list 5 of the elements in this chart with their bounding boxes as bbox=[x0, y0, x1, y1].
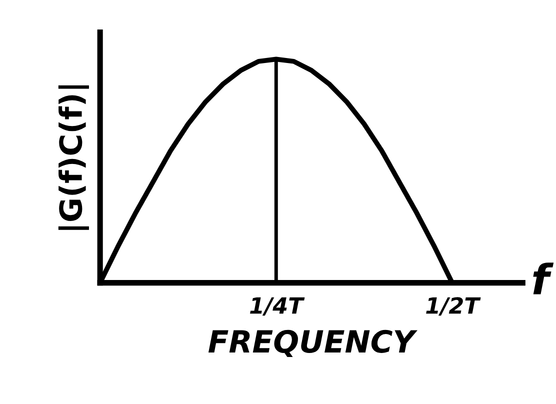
y-axis-title: |G(f)C(f)| bbox=[58, 85, 89, 230]
x-axis-title: FREQUENCY bbox=[208, 330, 418, 357]
x-tick-label: 1/2T bbox=[426, 297, 481, 316]
text: f bbox=[533, 262, 554, 294]
x-tick-label: 1/4T bbox=[250, 297, 305, 316]
